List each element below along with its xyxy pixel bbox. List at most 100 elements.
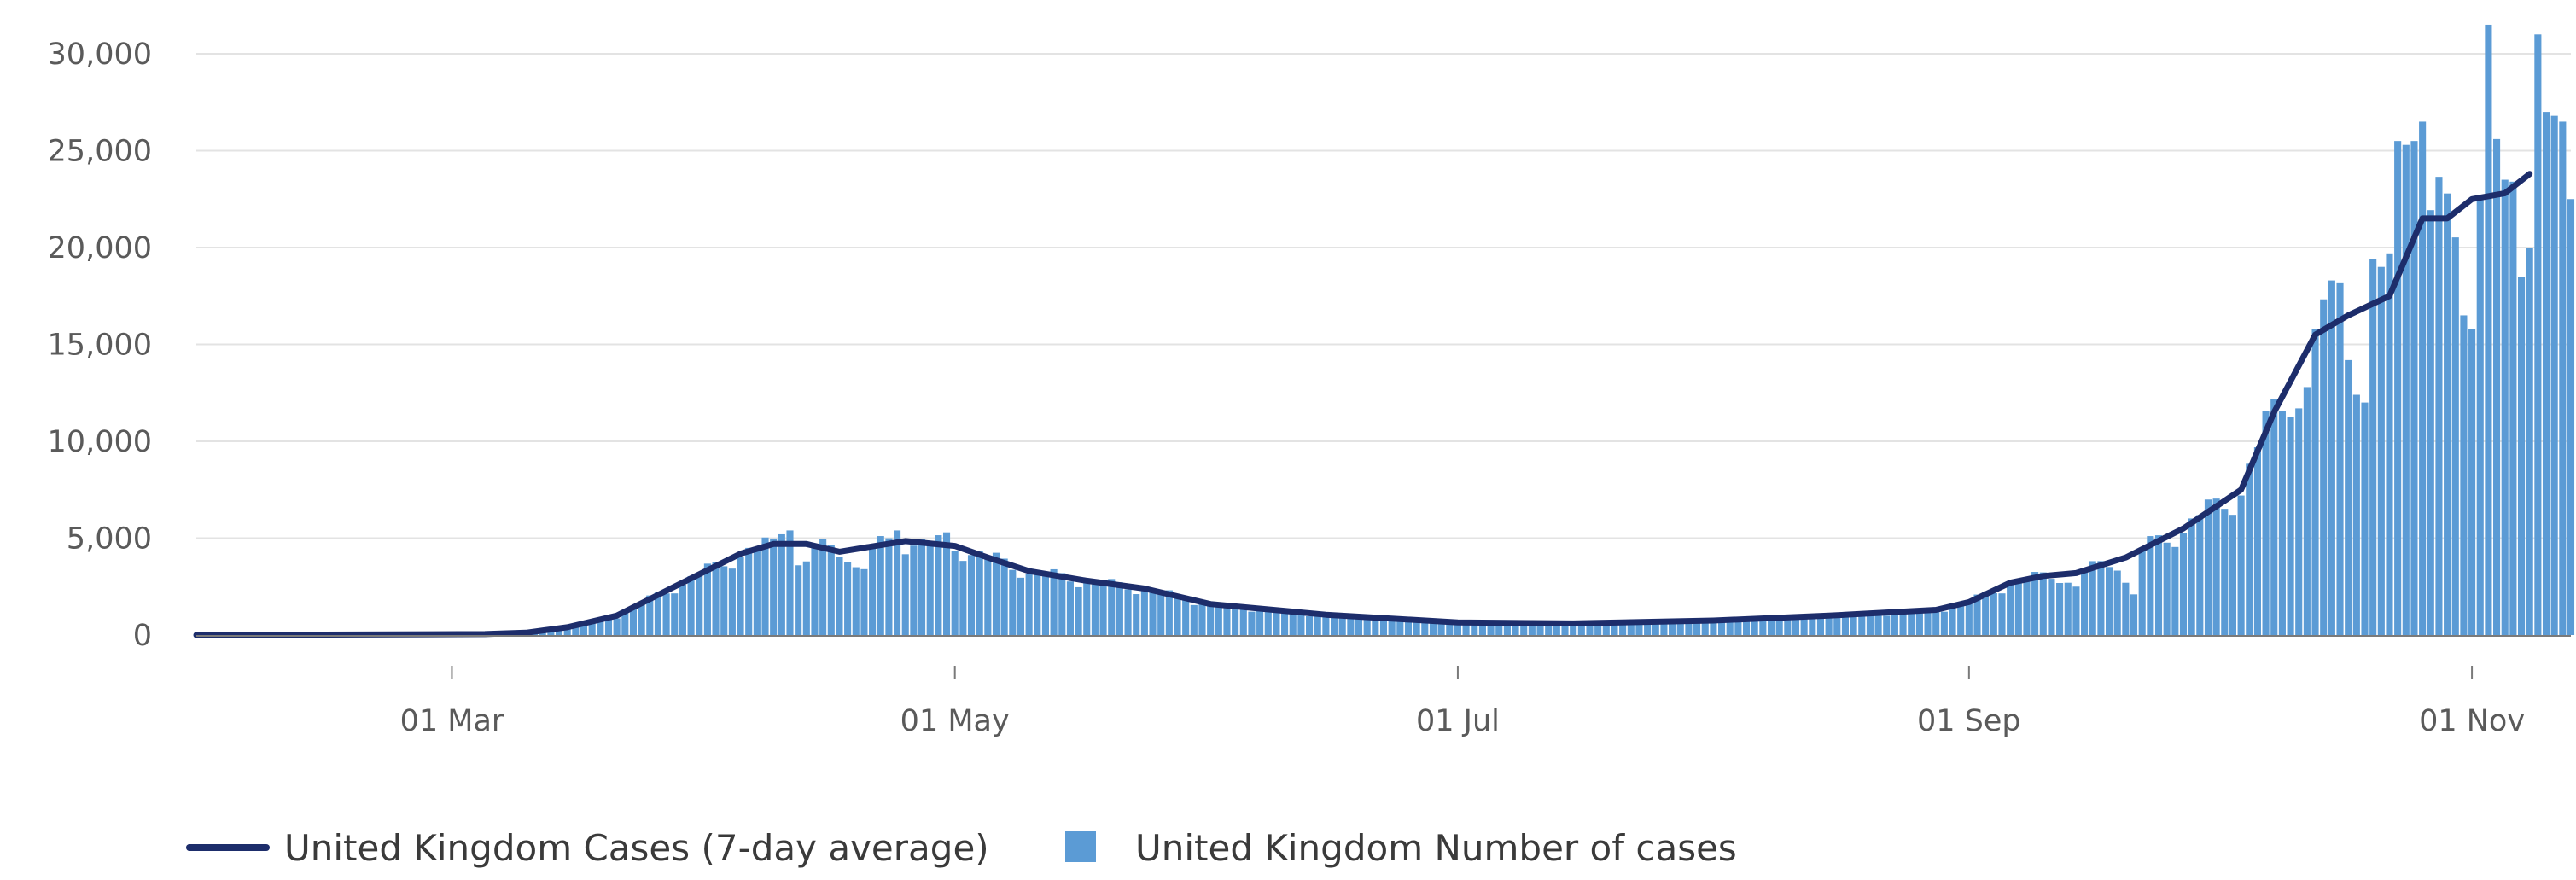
case-bar (2031, 572, 2039, 635)
case-bar (1487, 623, 1495, 635)
average-line-series (193, 171, 2533, 638)
case-bar (1462, 621, 1470, 635)
case-bar (1676, 621, 1684, 635)
case-bar (1800, 615, 1808, 635)
case-bar (646, 595, 654, 635)
case-bar (1239, 609, 1247, 635)
case-bar (2377, 266, 2385, 635)
case-bar (1611, 621, 1618, 635)
case-bar (1058, 573, 1066, 635)
legend-label-bars: United Kingdom Number of cases (1135, 827, 1737, 869)
case-bar (1075, 586, 1082, 635)
case-bar (737, 557, 744, 635)
case-bar (2493, 138, 2501, 635)
case-bar (1404, 618, 1413, 635)
case-bar (1140, 590, 1148, 635)
case-bar (1396, 617, 1404, 635)
case-bar (1314, 615, 1321, 635)
case-bar (2196, 515, 2204, 635)
case-bar (967, 555, 976, 635)
case-bar (860, 568, 868, 635)
y-tick-label: 25,000 (48, 135, 152, 169)
case-bar (2295, 408, 2303, 635)
case-bar (1553, 622, 1560, 635)
case-bar (2204, 499, 2212, 635)
case-bar (1816, 617, 1825, 635)
case-bar (2064, 582, 2072, 635)
case-bar (662, 593, 670, 635)
case-bar (1726, 619, 1734, 635)
case-bar (2014, 579, 2022, 635)
case-bar (563, 627, 571, 635)
case-bar (2089, 561, 2096, 635)
case-bar (745, 547, 753, 635)
case-bar (1207, 603, 1215, 635)
case-bar (1133, 594, 1140, 635)
case-bar (2072, 586, 2080, 635)
case-bar (959, 561, 967, 635)
case-bar (2435, 177, 2443, 635)
legend-bar-swatch (1065, 831, 1096, 862)
case-bar (1685, 619, 1693, 635)
case-bar (1908, 610, 1915, 635)
case-bar (1099, 581, 1107, 635)
case-bar (1717, 621, 1726, 635)
case-bar (1066, 581, 1074, 635)
case-bar (604, 618, 613, 635)
case-bar (1775, 618, 1783, 635)
case-bar (2154, 535, 2163, 635)
case-bar (827, 545, 835, 635)
y-tick-label: 30,000 (48, 38, 152, 72)
case-bar (1586, 623, 1594, 635)
case-bar (1998, 593, 2006, 635)
case-bar (2386, 253, 2393, 635)
case-bar (761, 537, 769, 635)
case-bar (1915, 608, 1923, 635)
case-bar (1973, 594, 1981, 635)
case-bar (1858, 611, 1866, 635)
case-bar (2444, 193, 2451, 636)
case-bar (555, 629, 563, 635)
case-bar (2517, 277, 2526, 635)
legend: United Kingdom Cases (7-day average) Uni… (186, 827, 1737, 869)
case-bar (2237, 495, 2245, 635)
case-bar (1116, 582, 1123, 635)
case-bar (2113, 570, 2121, 635)
case-bar (1264, 608, 1272, 635)
case-bar (1512, 621, 1519, 635)
case-bar (1570, 622, 1577, 635)
case-bar (687, 575, 695, 635)
case-bar (935, 535, 942, 635)
case-bar (844, 562, 852, 635)
case-bar (2278, 411, 2286, 635)
case-bar (1850, 614, 1857, 635)
case-bar (2246, 463, 2253, 635)
case-bar (1990, 592, 1997, 635)
case-bar (1182, 600, 1190, 635)
case-bar (1669, 621, 1676, 635)
case-bar (2559, 121, 2567, 635)
case-bar (1232, 604, 1239, 635)
case-bar (597, 618, 604, 635)
case-bar (1338, 614, 1346, 635)
case-bar (901, 554, 909, 635)
case-bar (2567, 199, 2575, 635)
case-bar (1784, 616, 1792, 635)
case-bar (2501, 179, 2509, 636)
case-bar (1660, 621, 1668, 635)
case-bar (778, 533, 785, 635)
case-bar (1619, 621, 1627, 635)
case-bar (1429, 621, 1437, 635)
case-bar (1940, 611, 1948, 635)
case-bar (1809, 615, 1816, 635)
case-bar (1965, 601, 1973, 635)
case-bar (926, 541, 934, 635)
x-tick-label: 01 May (900, 704, 1010, 738)
case-bar (2262, 411, 2270, 635)
case-bar (819, 539, 827, 635)
y-axis: 0 5,000 10,000 15,000 20,000 25,000 30,000 (48, 38, 152, 653)
case-bar (1602, 623, 1610, 635)
case-bar (1627, 621, 1635, 635)
case-bar (1273, 609, 1280, 635)
case-bar (852, 567, 860, 635)
